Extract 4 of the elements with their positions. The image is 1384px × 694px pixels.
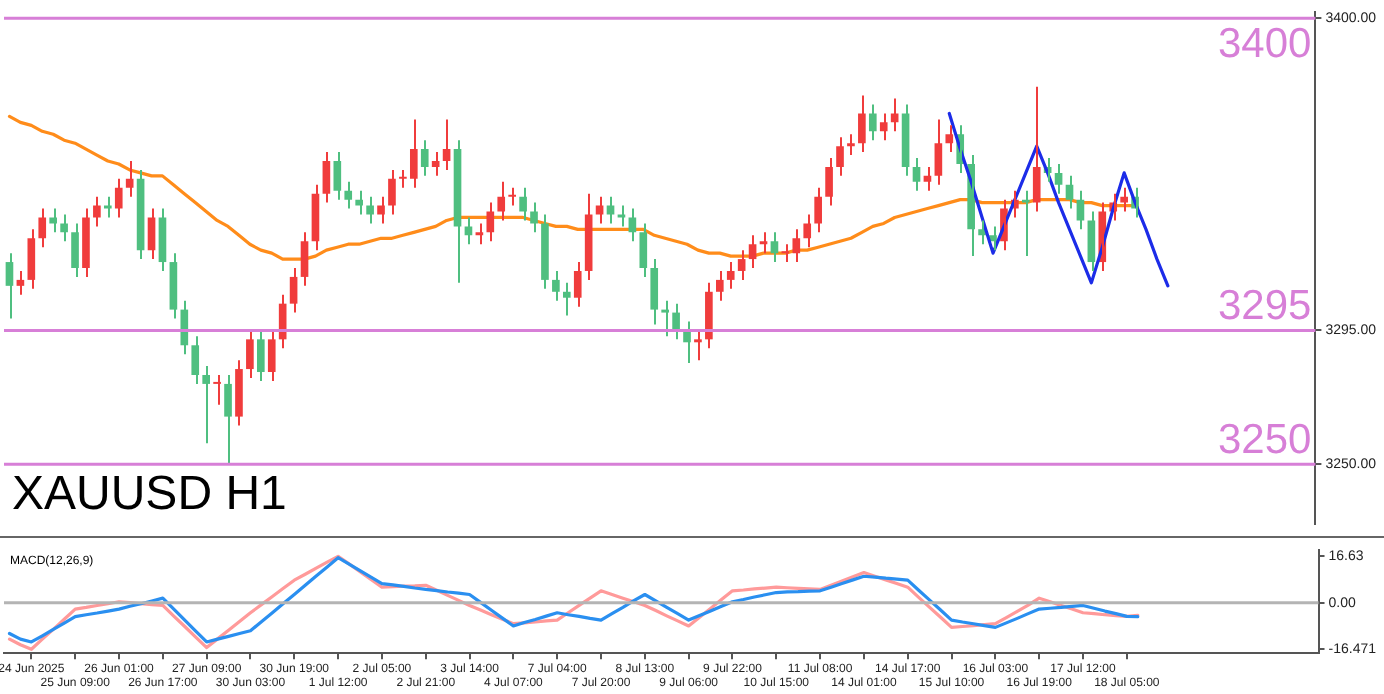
ref-line-label: 3295 [1217,283,1312,330]
ref-line-label: 3250 [1217,416,1312,463]
text: XAUUSD H1 [12,466,287,521]
ref-line-label: 3400 [1217,20,1312,67]
